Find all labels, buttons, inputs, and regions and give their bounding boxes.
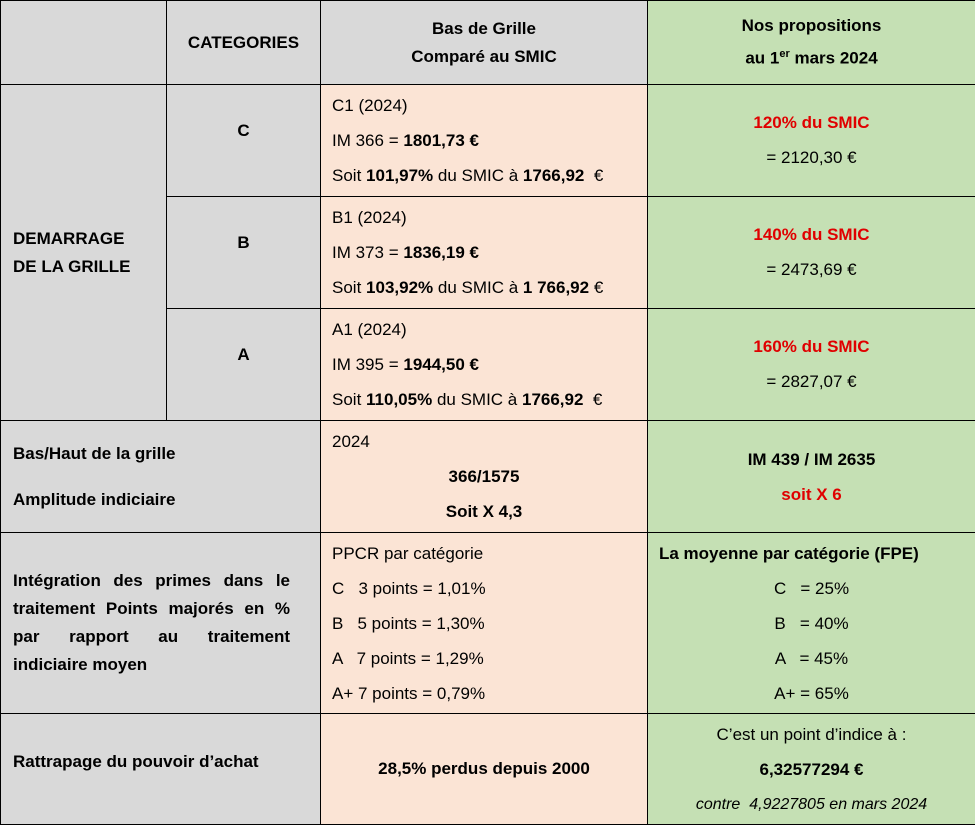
amplitude-proposal-factor: soit X 6 (781, 484, 842, 504)
header-categories: CATEGORIES (166, 0, 321, 85)
proposal-b-amount: = 2473,69 € (766, 260, 857, 279)
category-a-label: A (237, 345, 250, 364)
grid-c-soit: Soit 101,97% du SMIC à 1766,92 € (332, 166, 604, 185)
grid-c-cell: C1 (2024) IM 366 = 1801,73 € Soit 101,97… (320, 84, 648, 197)
grid-b-grade: B1 (2024) (332, 208, 407, 227)
proposal-a-cell: 160% du SMIC = 2827,07 € (647, 308, 975, 421)
grid-c-im: IM 366 = 1801,73 € (332, 131, 479, 150)
proposal-c-pct: 120% du SMIC (753, 113, 870, 132)
header-bas-de-grille-line1: Bas de Grille (432, 18, 536, 38)
demarrage-label-cell: DEMARRAGE DE LA GRILLE (0, 84, 167, 421)
rattrapage-lost-cell: 28,5% perdus depuis 2000 (320, 713, 648, 825)
amplitude-label-line1: Bas/Haut de la grille (13, 443, 176, 463)
grid-a-cell: A1 (2024) IM 395 = 1944,50 € Soit 110,05… (320, 308, 648, 421)
header-propositions-line2: au 1er mars 2024 (745, 48, 878, 68)
rattrapage-point-cell: C’est un point d’indice à : 6,32577294 €… (647, 713, 975, 825)
amplitude-factor: Soit X 4,3 (445, 502, 523, 521)
proposal-c-amount: = 2120,30 € (766, 148, 857, 167)
grid-a-soit: Soit 110,05% du SMIC à 1766,92 € (332, 390, 603, 409)
proposal-a-pct: 160% du SMIC (753, 337, 870, 356)
fpe-item-a-plus: A+ = 65% (774, 683, 849, 703)
header-empty-cell (0, 0, 167, 85)
amplitude-proposal-range: IM 439 / IM 2635 (747, 449, 876, 469)
grid-b-cell: B1 (2024) IM 373 = 1836,19 € Soit 103,92… (320, 196, 648, 309)
primes-label-line1: Intégration des primes dans le (13, 571, 290, 590)
rattrapage-label-cell: Rattrapage du pouvoir d’achat (0, 713, 321, 825)
row-rattrapage: Rattrapage du pouvoir d’achat 28,5% perd… (0, 713, 975, 825)
fpe-item-a: A = 45% (774, 648, 849, 668)
ppcr-item-a: A 7 points = 1,29% (332, 648, 484, 668)
amplitude-range: 366/1575 (448, 467, 520, 486)
primes-fpe-cell: La moyenne par catégorie (FPE) C = 25% B… (647, 532, 975, 714)
primes-label-line2: traitement Points majorés en % (13, 599, 290, 618)
proposal-b-pct: 140% du SMIC (753, 225, 870, 244)
category-a-cell: A (166, 308, 321, 421)
row-amplitude: Bas/Haut de la grille Amplitude indiciai… (0, 420, 975, 533)
grid-b-soit: Soit 103,92% du SMIC à 1 766,92 € (332, 278, 604, 297)
category-b-label: B (237, 233, 250, 252)
header-bas-de-grille: Bas de Grille Comparé au SMIC (320, 0, 648, 85)
ppcr-item-a-plus: A+ 7 points = 0,79% (332, 683, 486, 703)
fpe-item-b: B = 40% (774, 613, 849, 633)
primes-label-cell: Intégration des primes dans le traitemen… (0, 532, 321, 714)
amplitude-grid-cell: 2024 366/1575 Soit X 4,3 (320, 420, 648, 533)
rattrapage-label: Rattrapage du pouvoir d’achat (13, 752, 259, 771)
amplitude-label-cell: Bas/Haut de la grille Amplitude indiciai… (0, 420, 321, 533)
primes-label-line4: indiciaire moyen (13, 655, 148, 674)
grid-a-grade: A1 (2024) (332, 320, 407, 339)
row-demarrage-c: DEMARRAGE DE LA GRILLE C C1 (2024) IM 36… (0, 84, 975, 421)
ppcr-title: PPCR par catégorie (332, 543, 484, 563)
header-row: CATEGORIES Bas de Grille Comparé au SMIC… (0, 0, 975, 85)
amplitude-proposal-cell: IM 439 / IM 2635 soit X 6 (647, 420, 975, 533)
grid-a-im: IM 395 = 1944,50 € (332, 355, 479, 374)
amplitude-year: 2024 (332, 432, 370, 451)
ppcr-item-b: B 5 points = 1,30% (332, 613, 485, 633)
grid-c-grade: C1 (2024) (332, 96, 408, 115)
point-value: 6,32577294 € (759, 759, 864, 779)
proposal-c-cell: 120% du SMIC = 2120,30 € (647, 84, 975, 197)
proposal-b-cell: 140% du SMIC = 2473,69 € (647, 196, 975, 309)
category-c-cell: C (166, 84, 321, 197)
fpe-item-c: C = 25% (773, 578, 850, 598)
header-bas-de-grille-line2: Comparé au SMIC (411, 46, 557, 66)
point-contre: contre 4,9227805 en mars 2024 (695, 795, 928, 813)
demarrage-label-line2: DE LA GRILLE (13, 256, 131, 276)
grid-b-im: IM 373 = 1836,19 € (332, 243, 479, 262)
category-b-cell: B (166, 196, 321, 309)
category-c-label: C (237, 121, 250, 140)
ppcr-item-c: C 3 points = 1,01% (332, 578, 486, 598)
rattrapage-lost: 28,5% perdus depuis 2000 (378, 759, 590, 778)
primes-label-line3: par rapport au traitement (13, 627, 290, 646)
demarrage-label-line1: DEMARRAGE (13, 228, 125, 248)
proposal-a-amount: = 2827,07 € (766, 372, 857, 391)
row-demarrage-a: A A1 (2024) IM 395 = 1944,50 € Soit 110,… (1, 308, 975, 421)
header-propositions: Nos propositions au 1er mars 2024 (647, 0, 975, 85)
row-demarrage-b: B B1 (2024) IM 373 = 1836,19 € Soit 103,… (1, 196, 975, 309)
header-categories-label: CATEGORIES (187, 32, 300, 52)
amplitude-label-line2: Amplitude indiciaire (13, 489, 176, 509)
row-primes: Intégration des primes dans le traitemen… (0, 532, 975, 714)
fpe-title: La moyenne par catégorie (FPE) (659, 543, 919, 563)
point-intro: C’est un point d’indice à : (716, 724, 907, 744)
header-propositions-line1: Nos propositions (741, 16, 882, 36)
primes-ppcr-cell: PPCR par catégorie C 3 points = 1,01% B … (320, 532, 648, 714)
